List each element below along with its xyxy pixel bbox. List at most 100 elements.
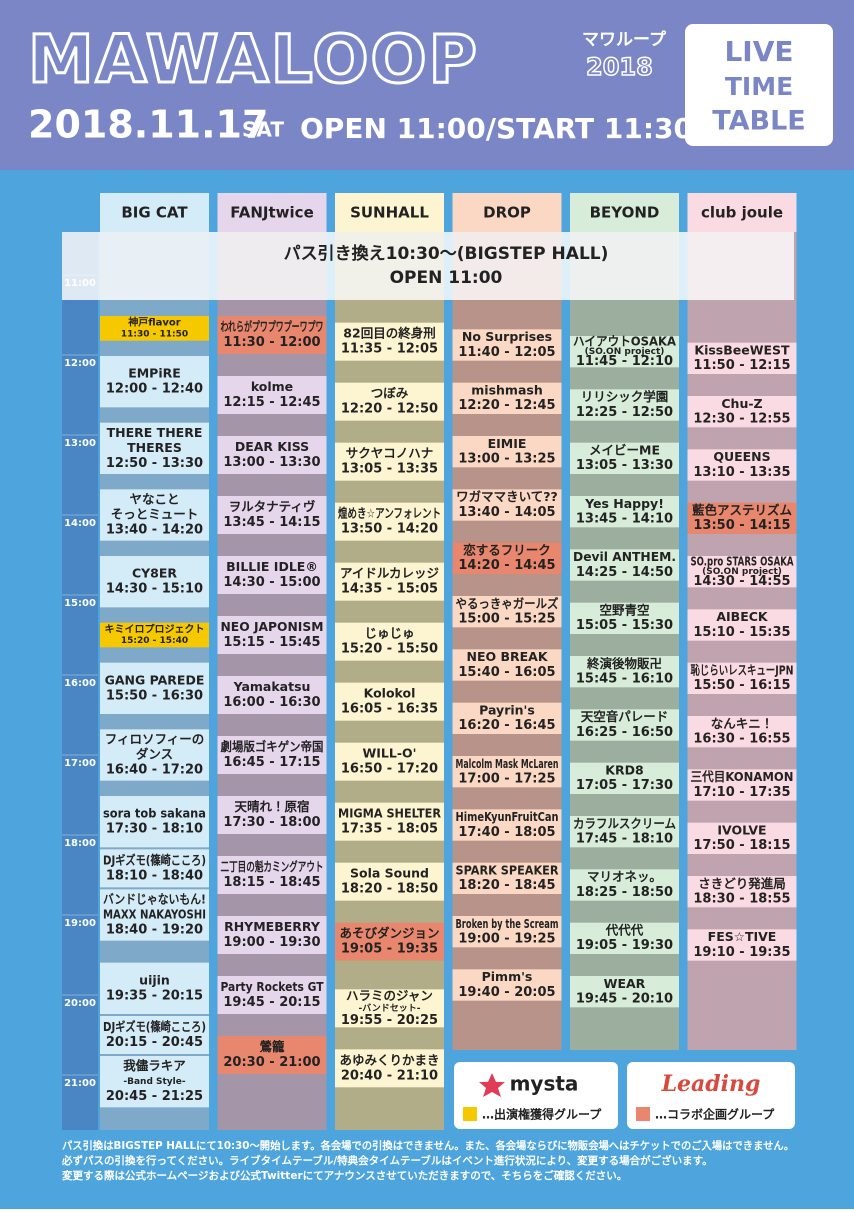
event-block — [100, 316, 209, 341]
event-name: 恥じらいレスキューJPN — [691, 663, 794, 678]
event-block — [570, 602, 679, 634]
event-block — [217, 556, 327, 594]
time-label: 14:00 — [64, 518, 96, 529]
event-time: 18:30 - 18:55 — [693, 892, 790, 907]
event-time: 16:20 - 16:45 — [458, 718, 555, 733]
event-name: MAXX NAKAYOSHI — [103, 907, 206, 922]
event-block — [335, 862, 444, 901]
event-block — [217, 916, 327, 954]
event-time: 15:40 - 16:05 — [458, 665, 555, 680]
event-name: EMPiRE — [128, 366, 181, 381]
event-name: 天晴れ！原宿 — [234, 799, 309, 814]
event-time: 12:00 - 12:40 — [106, 382, 203, 397]
event-time: 18:15 - 18:45 — [223, 875, 320, 890]
event-time: 17:00 - 17:25 — [458, 772, 555, 787]
event-name: Malcolm Mask McLaren — [456, 756, 559, 771]
event-block — [570, 976, 679, 1008]
event-name: DEAR KISS — [235, 439, 309, 454]
event-time: 19:45 - 20:10 — [576, 992, 673, 1007]
event-time: 15:20 - 15:50 — [341, 642, 438, 657]
event-block — [452, 702, 562, 734]
event-name: ヤなこと — [129, 492, 179, 507]
event-time: 12:20 - 12:45 — [458, 398, 555, 413]
event-block — [687, 716, 797, 748]
event-block — [570, 442, 679, 474]
event-block — [452, 436, 562, 468]
event-name: つぼみ — [371, 386, 409, 401]
event-block — [452, 596, 562, 628]
event-block — [100, 662, 209, 714]
event-name: Yamakatsu — [233, 679, 311, 694]
event-name: ハラミのジャン — [346, 988, 433, 1003]
event-block — [335, 922, 444, 961]
event-name: カラフルスクリーム — [573, 816, 676, 831]
event-name: Broken by the Scream — [456, 916, 559, 931]
time-column — [62, 232, 98, 1130]
event-block — [335, 682, 444, 721]
event-block — [100, 556, 209, 608]
stage-name: BIG CAT — [121, 204, 188, 222]
event-name: AIBECK — [716, 609, 769, 624]
event-block — [452, 756, 562, 788]
event-name: SPARK SPEAKER — [456, 863, 559, 878]
event-block — [452, 969, 562, 1001]
event-block — [335, 562, 444, 601]
event-block — [217, 736, 327, 774]
stage-track — [452, 232, 562, 1050]
event-time: 15:00 - 15:25 — [458, 612, 555, 627]
event-block — [335, 802, 444, 841]
event-block — [570, 869, 679, 901]
stage-header — [452, 193, 562, 232]
event-time: 20:45 - 21:25 — [106, 1089, 203, 1104]
event-block — [570, 389, 679, 421]
event-name: KissBeeWEST — [694, 343, 790, 358]
event-time: 15:10 - 15:35 — [693, 625, 790, 640]
event-name: 劇場版ゴキゲン帝国 — [221, 739, 324, 754]
event-time: 11:40 - 12:05 — [458, 345, 555, 360]
event-name: FES☆TIVE — [708, 929, 777, 944]
event-name: No Surprises — [462, 329, 552, 344]
badge-text: LIVE — [724, 35, 793, 68]
badge-text: TABLE — [712, 106, 805, 137]
event-block — [687, 929, 797, 961]
event-name: HimeKyunFruitCan — [456, 809, 559, 824]
event-time: 19:05 - 19:35 — [341, 942, 438, 957]
event-name: NEO JAPONISM — [221, 619, 324, 634]
event-name: sora tob sakana — [103, 806, 206, 821]
event-block — [100, 356, 209, 408]
event-time: 19:05 - 19:30 — [576, 938, 673, 953]
event-time: 19:45 - 20:15 — [223, 995, 320, 1010]
event-time: 16:00 - 16:30 — [223, 695, 320, 710]
event-time: 11:50 - 12:15 — [693, 358, 790, 373]
event-name: 神戸flavor — [127, 316, 181, 329]
event-block — [217, 856, 327, 894]
event-name: ハイアウトOSAKA — [573, 333, 676, 348]
event-block — [217, 616, 327, 654]
event-block — [687, 556, 797, 588]
stage-header — [687, 193, 797, 232]
open-start: OPEN 11:00/START 11:30 — [300, 112, 693, 145]
event-name: -バンドセット- — [359, 1003, 421, 1014]
event-block — [100, 1056, 209, 1108]
event-block — [452, 862, 562, 894]
pass-banner — [62, 232, 794, 300]
event-time: 15:20 - 15:40 — [121, 636, 188, 646]
event-time: 16:30 - 16:55 — [693, 732, 790, 747]
event-name: フィロソフィーの — [105, 732, 205, 747]
event-block — [687, 662, 797, 694]
event-block — [687, 876, 797, 908]
event-time: 19:10 - 19:35 — [693, 945, 790, 960]
event-time: 13:40 - 14:05 — [458, 505, 555, 520]
event-time: 12:15 - 12:45 — [223, 395, 320, 410]
event-time: 17:35 - 18:05 — [341, 822, 438, 837]
event-name: 天空音パレード — [581, 709, 669, 724]
event-time: 17:50 - 18:15 — [693, 838, 790, 853]
event-block — [570, 709, 679, 741]
notes: パス引換はBIGSTEP HALLにて10:30～開始します。各会場での引換はで… — [61, 1139, 794, 1182]
time-label: 20:00 — [64, 998, 96, 1009]
event-name: SO.pro STARS OSAKA — [691, 553, 794, 568]
event-time: 18:10 - 18:40 — [106, 868, 203, 883]
time-label: 19:00 — [64, 918, 96, 929]
event-name: やるっきゃガールズ — [456, 596, 559, 611]
